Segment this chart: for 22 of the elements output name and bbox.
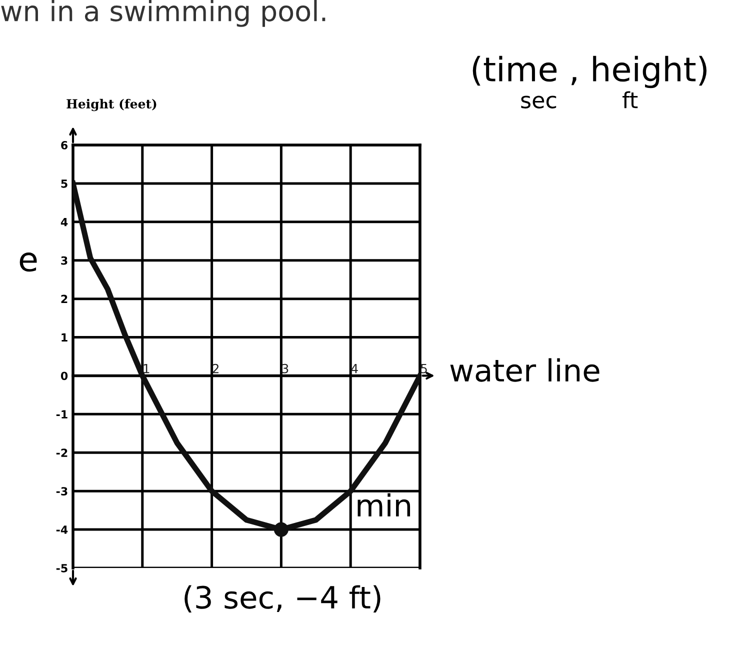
text: (time , height) <box>472 56 706 88</box>
y-tick-label: 4 <box>60 218 68 226</box>
y-tick-label: -4 <box>56 526 68 534</box>
y-tick-label: -5 <box>56 564 68 572</box>
y-tick-label: -1 <box>56 410 68 418</box>
y-tick-label: 1 <box>62 333 68 342</box>
y-tick-label: 6 <box>61 140 68 150</box>
chart-title: wn in a swimming pool. <box>1 0 326 27</box>
y-tick-label: -3 <box>56 487 68 496</box>
y-tick-label: 2 <box>61 294 68 304</box>
x-tick-label: 1 <box>144 364 150 374</box>
y-tick-label: 5 <box>61 180 68 188</box>
text: water line <box>450 358 600 382</box>
annotation: min <box>358 493 410 516</box>
y-tick-label: 3 <box>61 256 68 265</box>
text: e <box>20 252 37 272</box>
text: ft <box>622 91 638 108</box>
text: (3 sec, −4 ft) <box>184 585 380 612</box>
text: sec <box>521 96 556 108</box>
y-tick-label: -2 <box>56 448 68 457</box>
y-tick-label: 0 <box>60 372 68 380</box>
y-axis-title: Height (feet) <box>66 98 156 112</box>
